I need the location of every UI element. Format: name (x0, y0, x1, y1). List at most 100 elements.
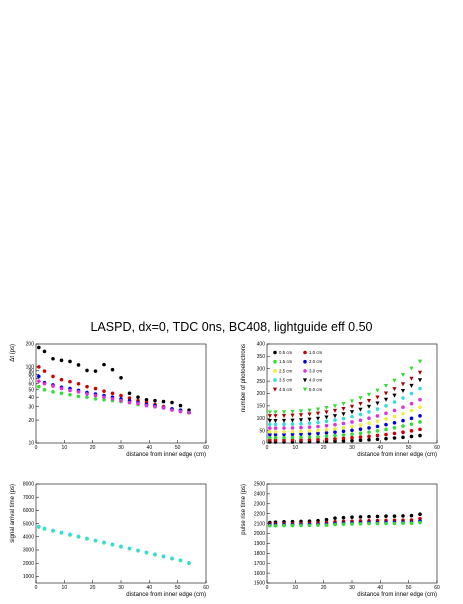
data-point (68, 359, 72, 364)
data-point (37, 374, 41, 379)
data-point (93, 397, 98, 401)
data-point (384, 514, 388, 518)
data-point (85, 536, 89, 541)
data-point (170, 400, 174, 405)
data-point (375, 388, 380, 393)
data-point (392, 393, 397, 398)
data-point (273, 523, 278, 528)
data-point (384, 427, 388, 432)
data-point (349, 399, 355, 404)
data-point (392, 514, 397, 518)
data-point (392, 436, 397, 440)
data-point (367, 434, 371, 439)
data-point (316, 434, 320, 439)
data-point (358, 431, 363, 436)
legend-marker (273, 359, 277, 364)
data-point (273, 422, 278, 427)
data-point (315, 411, 321, 416)
data-point (418, 413, 422, 418)
data-point (367, 410, 371, 414)
data-point (316, 431, 320, 436)
data-point (324, 430, 329, 435)
data-point (76, 363, 81, 367)
x-tick-label: 20 (90, 445, 96, 451)
data-point (298, 418, 304, 423)
data-point (37, 524, 41, 529)
data-point (268, 430, 272, 434)
data-point (307, 431, 312, 436)
x-tick-label: 30 (349, 445, 355, 451)
data-point (299, 438, 303, 442)
data-point (153, 398, 157, 403)
y-axis-label: Δt (ps) (10, 344, 16, 362)
data-point (350, 515, 354, 519)
data-point (401, 435, 405, 440)
data-point (367, 430, 371, 434)
data-point (418, 405, 422, 409)
data-point (333, 522, 337, 527)
legend-entry: 0.5 cm (279, 350, 293, 355)
data-point (85, 395, 89, 399)
data-point (332, 404, 338, 409)
data-point (375, 407, 380, 411)
legend-marker (303, 369, 307, 373)
y-tick-label: 2400 (254, 492, 265, 498)
data-point (392, 431, 397, 436)
x-axis-label: distance from inner edge (cm) (357, 452, 437, 458)
x-tick-label: 10 (62, 445, 68, 451)
data-point (37, 379, 41, 383)
data-point (51, 374, 55, 379)
y-tick-label: 250 (257, 379, 266, 385)
data-point (400, 388, 406, 393)
data-point (366, 392, 372, 397)
data-point (392, 420, 397, 425)
data-point (350, 428, 354, 433)
data-point (93, 393, 98, 398)
data-point (307, 435, 312, 439)
data-point (161, 406, 166, 410)
data-point (367, 416, 371, 421)
data-point (401, 430, 405, 434)
data-point (400, 373, 406, 378)
data-point (37, 365, 41, 369)
data-point (136, 401, 140, 406)
x-tick-label: 40 (378, 445, 384, 451)
y-tick-label: 2300 (254, 502, 265, 508)
data-point (418, 397, 422, 402)
data-point (290, 426, 295, 430)
y-tick-label: 50 (259, 428, 265, 434)
x-tick-label: 60 (203, 585, 209, 591)
data-point (307, 429, 312, 433)
data-point (68, 392, 72, 397)
data-point (333, 430, 337, 434)
data-point (392, 414, 397, 419)
data-point (409, 422, 414, 426)
y-tick-label: 60 (28, 381, 34, 387)
data-point (341, 433, 346, 437)
data-point (119, 375, 123, 380)
y-tick-label: 1500 (254, 581, 265, 587)
y-tick-label: 3000 (23, 548, 34, 554)
data-point (375, 414, 380, 418)
data-point (358, 521, 363, 526)
data-point (76, 534, 81, 539)
data-point (383, 391, 389, 396)
data-point (59, 530, 64, 535)
data-points (267, 359, 423, 444)
data-point (290, 429, 295, 434)
y-tick-label: 100 (257, 416, 266, 422)
data-point (401, 521, 405, 526)
data-point (290, 438, 295, 442)
data-point (367, 514, 371, 519)
data-point (282, 426, 286, 430)
data-point (341, 522, 346, 526)
data-point (350, 414, 354, 419)
x-tick-label: 10 (62, 585, 68, 591)
data-point (93, 369, 98, 373)
data-point (187, 410, 191, 415)
data-point (417, 359, 423, 364)
data-point (383, 397, 389, 402)
data-point (119, 544, 123, 549)
data-point (383, 383, 389, 388)
data-point (324, 427, 329, 432)
